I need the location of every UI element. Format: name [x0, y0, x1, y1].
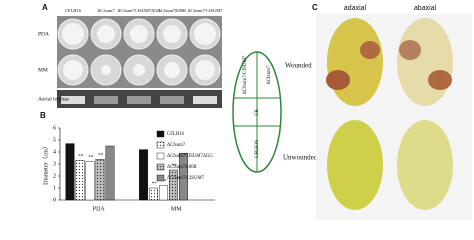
colony [195, 60, 215, 80]
hyphae [94, 96, 118, 104]
legend-label: ΔCfsum7 [167, 143, 186, 148]
panel-label: C [312, 3, 318, 12]
segment-label: ΔCfsum7/CfSUM7 [243, 55, 248, 94]
side-label: Unwounded [283, 154, 318, 162]
side-label: Wounded [285, 62, 312, 70]
hyphae [61, 96, 85, 104]
legend-label: ΔCfsum7/CfSUM7 [167, 176, 205, 181]
legend-swatch [156, 130, 165, 138]
bar [159, 185, 168, 201]
significance: ** [78, 155, 84, 160]
hyphae [127, 96, 151, 104]
legend-swatch [156, 152, 165, 160]
legend-swatch [156, 174, 165, 182]
bar [75, 160, 85, 201]
significance: ** [152, 182, 158, 187]
column-label: adaxial [344, 5, 367, 12]
y-tick-label: 5 [53, 137, 56, 143]
significance: ** [88, 156, 94, 161]
y-tick-label: 3 [53, 161, 56, 167]
column-label: abaxial [414, 5, 437, 12]
bar [95, 158, 105, 201]
column-label: ΔCfsum7K80R [158, 8, 186, 13]
leaves [316, 14, 472, 220]
bar [169, 169, 178, 201]
colony [63, 60, 83, 80]
colony [101, 65, 111, 75]
colony [62, 23, 84, 45]
colony [133, 64, 145, 76]
legend-label: ΔCfsum7K80R [167, 165, 198, 170]
segment-label: CFLH16 [255, 140, 260, 158]
column-label: ΔCfsum7CfSUM7ΔGG [117, 8, 161, 13]
y-tick-label: 1 [53, 185, 56, 191]
segment-label: ΔCfsum7 [267, 65, 272, 85]
figure: A B C Wounded Unwounded CFLH16 ΔCfsum7 ΔCf… [38, 3, 472, 220]
bar [65, 143, 75, 201]
panel-label: A [42, 3, 48, 12]
y-axis-label: Diameter（cm） [42, 143, 49, 185]
colony [130, 25, 148, 43]
bar [85, 161, 95, 201]
segment-label: CK [255, 108, 260, 115]
colony [163, 25, 181, 43]
significance: ** [162, 180, 168, 185]
bar [179, 152, 188, 201]
panel-label: B [40, 111, 46, 120]
x-tick-label: MM [171, 206, 182, 212]
column-label: ΔCfsum7/CfSUM7 [188, 8, 224, 13]
row-label: MM [38, 67, 48, 73]
column-label: ΔCfsum7 [97, 8, 115, 13]
colony [97, 25, 115, 43]
bar [149, 187, 158, 201]
significance: ** [98, 153, 104, 158]
column-label: CFLH16 [65, 8, 82, 13]
legend-swatch [156, 163, 165, 171]
colony [164, 62, 180, 78]
hyphae [160, 96, 184, 104]
bar [105, 145, 115, 201]
legend-label: CFLH16 [167, 132, 185, 137]
row-label: Aerial hyphae [38, 96, 70, 102]
y-tick-label: 2 [53, 173, 56, 179]
legend-swatch [156, 141, 165, 149]
legend-label: ΔCfsum7CfSUM7ΔGG [167, 154, 213, 159]
colony [194, 23, 216, 45]
row-label: PDA [38, 31, 49, 37]
y-tick-label: 6 [53, 125, 56, 131]
bar [139, 149, 148, 201]
y-tick-label: 4 [53, 149, 56, 155]
x-tick-label: PDA [93, 206, 106, 212]
y-tick-label: 0 [53, 197, 56, 203]
hyphae [193, 96, 217, 104]
significance: ** [172, 164, 178, 169]
